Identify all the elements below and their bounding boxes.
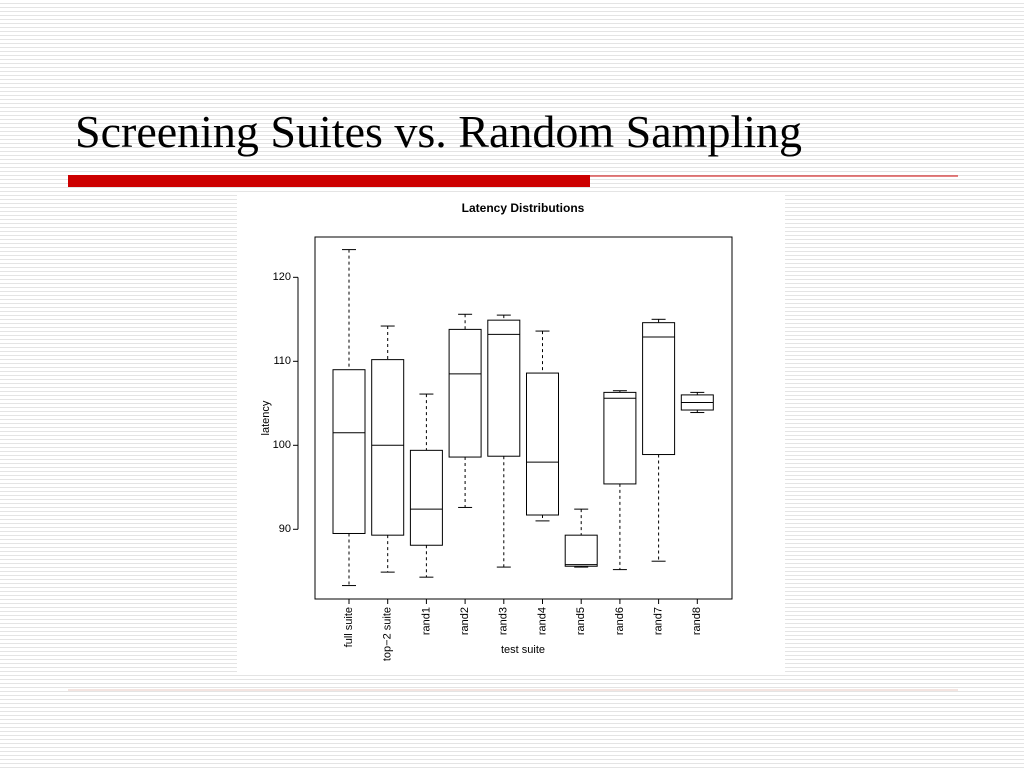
y-tick-label: 90 bbox=[279, 523, 291, 535]
x-tick-label: rand3 bbox=[498, 607, 510, 635]
slide-title: Screening Suites vs. Random Sampling bbox=[75, 106, 803, 157]
box bbox=[564, 534, 598, 567]
box bbox=[371, 359, 405, 536]
x-tick-label: full suite bbox=[343, 607, 355, 647]
x-tick-label: rand2 bbox=[459, 607, 471, 635]
x-axis-label: test suite bbox=[501, 644, 545, 656]
y-tick-label: 120 bbox=[273, 271, 291, 283]
box bbox=[642, 322, 676, 456]
chart-title: Latency Distributions bbox=[462, 201, 585, 215]
box bbox=[603, 391, 637, 485]
box bbox=[332, 369, 366, 534]
x-tick-label: rand1 bbox=[420, 607, 432, 635]
y-tick-label: 100 bbox=[273, 439, 291, 451]
y-tick-label: 110 bbox=[273, 355, 291, 367]
chart-background bbox=[237, 195, 785, 672]
box bbox=[409, 449, 443, 546]
box bbox=[448, 328, 482, 458]
x-tick-label: rand6 bbox=[614, 607, 626, 635]
x-tick-label: rand4 bbox=[536, 607, 548, 635]
x-tick-label: rand8 bbox=[691, 607, 703, 635]
box bbox=[526, 372, 559, 516]
x-tick-label: top−2 suite bbox=[382, 607, 394, 661]
box bbox=[487, 319, 521, 457]
y-axis-label: latency bbox=[260, 400, 272, 435]
x-tick-label: rand7 bbox=[653, 607, 665, 635]
title-rule bbox=[68, 175, 590, 187]
x-tick-label: rand5 bbox=[575, 607, 587, 635]
